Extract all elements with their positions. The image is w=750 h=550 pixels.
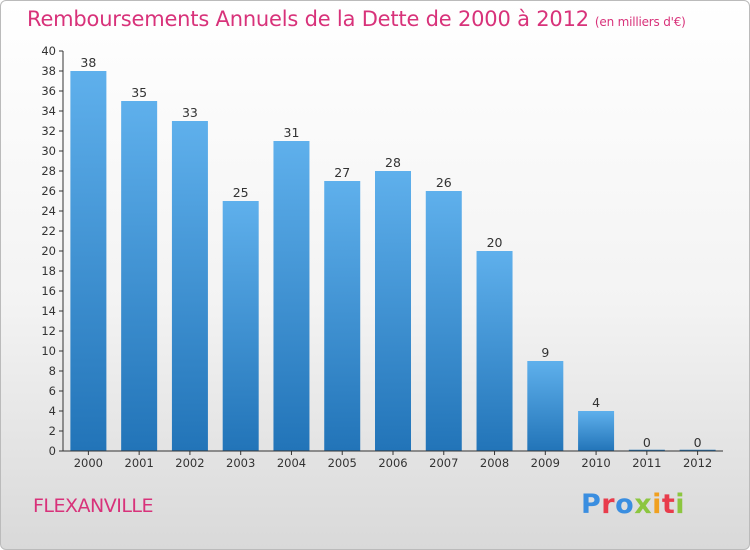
x-tick-label-2010: 2010 <box>581 456 610 470</box>
data-label-2012: 0 <box>694 435 702 450</box>
x-tick-label-2002: 2002 <box>175 456 204 470</box>
y-tick-label: 10 <box>41 344 56 358</box>
x-tick-label-2006: 2006 <box>378 456 407 470</box>
logo-letter: o <box>615 489 635 520</box>
y-tick-label: 32 <box>41 124 56 138</box>
data-label-2009: 9 <box>541 345 549 360</box>
x-tick-label-2009: 2009 <box>531 456 560 470</box>
x-tick-label-2011: 2011 <box>632 456 661 470</box>
y-tick-label: 14 <box>41 304 56 318</box>
axes <box>62 51 723 452</box>
data-label-2005: 27 <box>334 165 350 180</box>
x-tick-label-2008: 2008 <box>480 456 509 470</box>
logo-letter: r <box>601 489 616 520</box>
data-label-2001: 35 <box>131 85 147 100</box>
chart-subtitle: (en milliers d'€) <box>594 15 686 29</box>
y-tick-label: 34 <box>41 104 56 118</box>
data-label-2007: 26 <box>436 175 452 190</box>
bars <box>70 71 716 452</box>
y-tick-label: 36 <box>41 84 56 98</box>
bar-2003 <box>222 201 259 451</box>
data-label-2002: 33 <box>182 105 198 120</box>
commune-name: FLEXANVILLE <box>33 495 154 517</box>
y-tick-label: 4 <box>49 404 56 418</box>
bar-2000 <box>70 71 107 451</box>
x-tick-label-2004: 2004 <box>277 456 306 470</box>
y-tick-label: 24 <box>41 204 56 218</box>
logo-letter: t <box>661 489 676 520</box>
data-label-2003: 25 <box>233 185 249 200</box>
y-tick-label: 38 <box>41 64 56 78</box>
logo-letter: i <box>652 489 662 520</box>
data-label-2011: 0 <box>643 435 651 450</box>
data-label-2006: 28 <box>385 155 401 170</box>
bar-2001 <box>121 101 158 451</box>
x-tick-label-2005: 2005 <box>328 456 357 470</box>
bar-2004 <box>273 141 310 451</box>
x-tick-label-2003: 2003 <box>226 456 255 470</box>
bar-2005 <box>324 181 361 451</box>
data-label-2004: 31 <box>284 125 300 140</box>
logo-letter: x <box>634 489 653 520</box>
bar-2002 <box>171 121 208 451</box>
y-tick-label: 26 <box>41 184 56 198</box>
logo-letter: P <box>581 489 602 520</box>
y-tick-label: 22 <box>41 224 56 238</box>
y-tick-label: 28 <box>41 164 56 178</box>
y-tick-label: 2 <box>49 424 56 438</box>
y-tick-label: 12 <box>41 324 56 338</box>
y-tick-label: 18 <box>41 264 56 278</box>
y-tick-label: 6 <box>49 384 56 398</box>
bar-2009 <box>527 361 564 451</box>
proxiti-logo[interactable]: Proxiti <box>581 489 685 520</box>
y-tick-label: 40 <box>41 44 56 58</box>
x-tick-label-2012: 2012 <box>683 456 712 470</box>
logo-letter: i <box>675 489 686 520</box>
x-axis-ticks: 2000 2001 2002 2003 2004 2005 2006 2007 2008 2009… <box>74 451 712 470</box>
x-tick-label-2007: 2007 <box>429 456 458 470</box>
y-tick-label: 0 <box>49 444 56 458</box>
bar-2008 <box>476 251 513 451</box>
x-tick-label-2001: 2001 <box>125 456 154 470</box>
data-label-2008: 20 <box>487 235 503 250</box>
data-labels: 38 35 33 25 31 27 28 26 20 9 4 0 0 <box>80 55 701 450</box>
chart-title: Remboursements Annuels de la Dette de 20… <box>27 7 686 31</box>
chart-title-text: Remboursements Annuels de la Dette de 20… <box>27 7 589 31</box>
data-label-2000: 38 <box>80 55 96 70</box>
bar-2006 <box>375 171 411 451</box>
data-label-2010: 4 <box>592 395 600 410</box>
x-tick-label-2000: 2000 <box>74 456 103 470</box>
y-tick-label: 8 <box>49 364 56 378</box>
bar-2007 <box>425 191 462 451</box>
y-tick-label: 30 <box>41 144 56 158</box>
y-tick-label: 16 <box>41 284 56 298</box>
bar-2010 <box>578 411 615 451</box>
y-tick-label: 20 <box>41 244 56 258</box>
